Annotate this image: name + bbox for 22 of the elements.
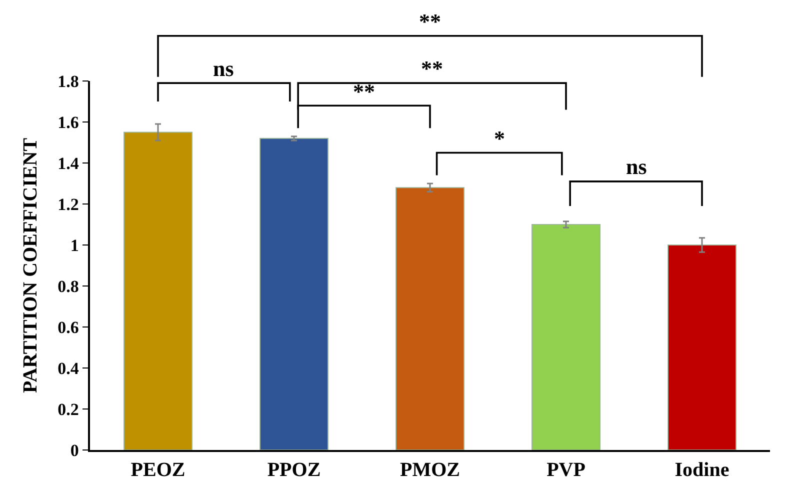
- y-tick-label: 1.2: [58, 194, 79, 214]
- y-tick-label: 1.6: [58, 112, 79, 132]
- y-tick-label: 1.8: [58, 72, 79, 91]
- text: ns: [213, 56, 234, 81]
- annotation: *: [494, 126, 505, 151]
- text: **: [421, 56, 443, 81]
- y-tick-label: 0: [70, 440, 79, 460]
- y-tick-label: 0.2: [58, 400, 79, 419]
- y-tick-label: 0.6: [58, 318, 79, 337]
- y-tick-label: 1: [70, 236, 79, 255]
- y-tick-label: 1.4: [58, 154, 80, 173]
- y-tick-label: 0.8: [58, 276, 79, 296]
- y-tick-label: 0.4: [58, 358, 80, 378]
- x-tick-label: Iodine: [674, 458, 730, 481]
- annotation: **: [353, 79, 375, 104]
- x-tick-label: PPOZ: [267, 458, 321, 481]
- x-tick-label: PVP: [546, 458, 586, 481]
- text: **: [419, 9, 441, 34]
- annotation: ns: [626, 154, 648, 179]
- x-tick-label: PMOZ: [400, 458, 460, 481]
- y-axis-title: PARTITION COEFFICIENT: [20, 137, 42, 394]
- x-tick-label: PEOZ: [130, 458, 186, 481]
